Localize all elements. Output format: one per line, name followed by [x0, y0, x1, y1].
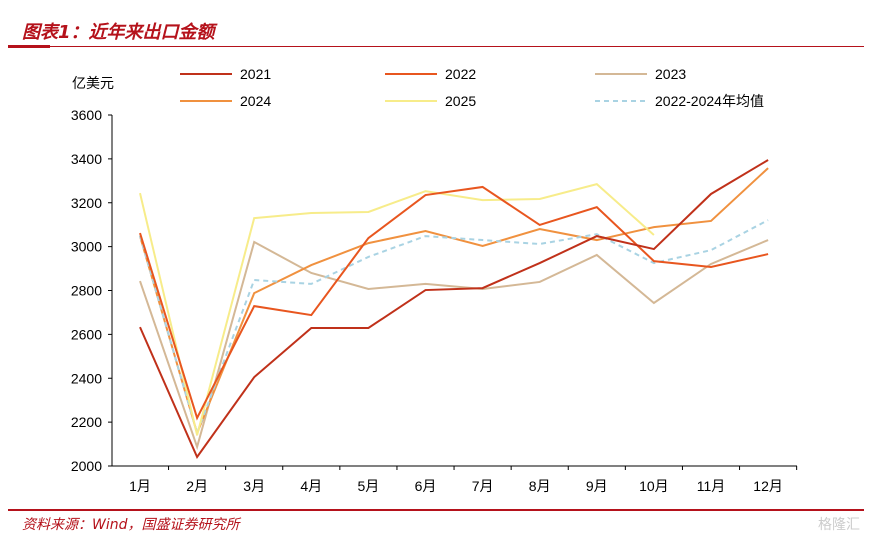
- legend-label: 2024: [240, 93, 271, 109]
- x-tick-label: 6月: [415, 478, 437, 494]
- x-tick-label: 10月: [639, 478, 669, 494]
- series-line-2024: [139, 167, 769, 437]
- x-tick-label: 9月: [586, 478, 608, 494]
- legend-label: 2023: [655, 66, 686, 82]
- y-tick-label: 3000: [71, 239, 102, 255]
- series-line-2022-2024年均值: [139, 219, 769, 437]
- x-tick-label: 4月: [300, 478, 322, 494]
- y-tick-label: 3400: [71, 151, 102, 167]
- series-line-2021: [139, 159, 769, 460]
- legend-label: 2022: [445, 66, 476, 82]
- source-note: 资料来源：Wind，国盛证券研究所: [22, 517, 240, 533]
- x-tick-label: 8月: [529, 478, 551, 494]
- y-tick-label: 2200: [71, 414, 102, 430]
- x-tick-label: 7月: [472, 478, 494, 494]
- y-tick-label: 2800: [71, 283, 102, 299]
- x-tick-label: 1月: [129, 478, 151, 494]
- figure-title: 图表1：近年来出口金额: [22, 22, 215, 43]
- y-tick-label: 3600: [71, 107, 102, 123]
- series-line-2022: [139, 185, 769, 421]
- legend-label: 2025: [445, 93, 476, 109]
- x-tick-label: 5月: [358, 478, 380, 494]
- y-tick-label: 3200: [71, 195, 102, 211]
- series-line-2023: [139, 239, 769, 451]
- legend-label: 2022-2024年均值: [655, 93, 764, 109]
- y-tick-label: 2600: [71, 326, 102, 342]
- watermark-logo: 格隆汇: [818, 517, 860, 533]
- legend-label: 2021: [240, 66, 271, 82]
- y-tick-label: 2000: [71, 458, 102, 474]
- y-axis-label: 亿美元: [72, 75, 114, 91]
- series-line-2025: [139, 183, 655, 436]
- footer-divider: [8, 509, 864, 511]
- x-tick-label: 3月: [243, 478, 265, 494]
- title-divider: [8, 46, 864, 47]
- x-tick-label: 11月: [697, 478, 726, 494]
- line-chart: 2000 2200 2400 2600 2800 3000 3200 3400 3600 亿美元 1…: [71, 66, 798, 494]
- x-tick-label: 2月: [186, 478, 208, 494]
- x-tick-label: 12月: [753, 478, 783, 494]
- y-tick-label: 2400: [71, 370, 102, 386]
